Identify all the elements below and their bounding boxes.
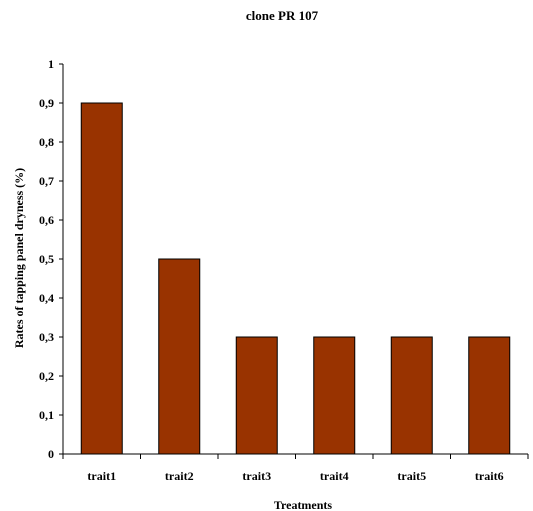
y-tick-label: 0,7	[39, 174, 54, 188]
x-tick-label: trait4	[320, 469, 349, 483]
bar-trait6	[468, 336, 511, 455]
y-tick-label: 1	[48, 57, 54, 71]
x-tick-label: trait1	[87, 469, 116, 483]
bar-trait5	[390, 336, 433, 455]
bar-trait4	[313, 336, 356, 455]
y-tick-label: 0,3	[39, 330, 54, 344]
bar-trait3	[235, 336, 278, 455]
y-tick-label: 0,8	[39, 135, 54, 149]
y-axis-ticks: 0 0,1 0,2 0,3 0,4 0,5 0,6 0,7 0,8 0,9 1	[39, 57, 63, 461]
y-tick-label: 0,6	[39, 213, 54, 227]
y-tick-label: 0	[48, 447, 54, 461]
y-tick-label: 0,9	[39, 96, 54, 110]
bar-trait1	[80, 102, 123, 455]
y-tick-label: 0,1	[39, 408, 54, 422]
x-tick-label: trait3	[242, 469, 271, 483]
x-tick-label: trait5	[397, 469, 426, 483]
x-tick-label: trait2	[165, 469, 194, 483]
y-tick-label: 0,4	[39, 291, 54, 305]
plot-area	[80, 102, 511, 455]
y-tick-label: 0,5	[39, 252, 54, 266]
y-tick-label: 0,2	[39, 369, 54, 383]
y-axis-title: Rates of tapping panel dryness (%)	[12, 168, 26, 348]
x-tick-label: trait6	[475, 469, 504, 483]
x-axis-ticks: trait1 trait2 trait3 trait4 trait5 trait6	[62, 454, 529, 483]
chart-title: clone PR 107	[246, 8, 319, 23]
x-axis-title: Treatments	[274, 498, 333, 511]
bar-trait2	[158, 258, 201, 455]
